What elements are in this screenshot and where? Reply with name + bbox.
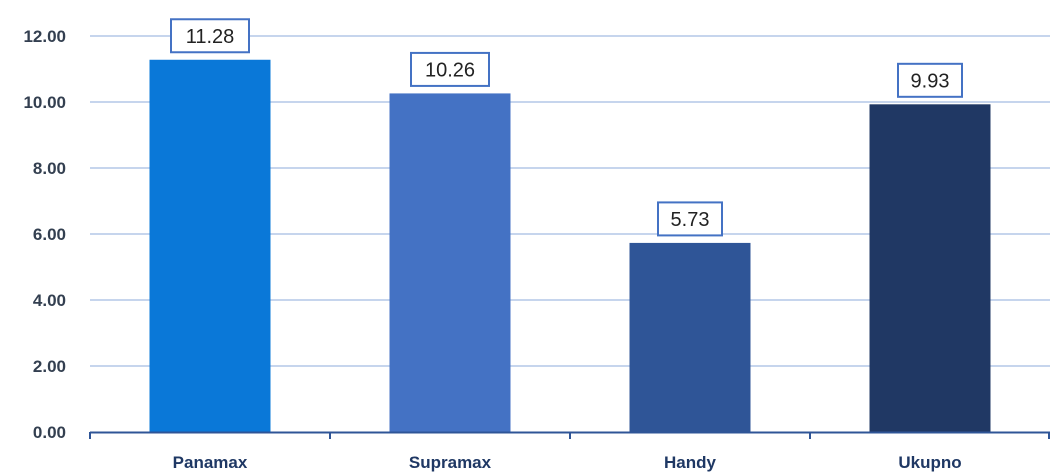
y-tick-label: 8.00 xyxy=(33,159,66,178)
data-label: 10.26 xyxy=(425,59,475,81)
data-labels: 11.28 10.26 5.73 9.93 xyxy=(170,18,963,237)
x-category-label: Handy xyxy=(664,453,717,472)
y-tick-label: 12.00 xyxy=(23,27,66,46)
x-category-label: Supramax xyxy=(409,453,492,472)
data-label-box xyxy=(657,201,723,237)
x-category-label: Ukupno xyxy=(898,453,961,472)
data-label-box xyxy=(170,18,250,54)
bar-handy xyxy=(629,242,751,432)
y-tick-label: 10.00 xyxy=(23,93,66,112)
y-tick-label: 6.00 xyxy=(33,225,66,244)
y-tick-label: 2.00 xyxy=(33,357,66,376)
data-label-box xyxy=(410,51,490,87)
bar-ukupno xyxy=(869,104,991,432)
data-label: 11.28 xyxy=(186,26,235,48)
y-tick-label: 4.00 xyxy=(33,291,66,310)
bar-supramax xyxy=(389,93,511,433)
x-axis: Panamax Supramax Handy Ukupno xyxy=(89,431,1050,472)
bars xyxy=(149,59,991,433)
data-label-box xyxy=(897,62,963,98)
x-category-label: Panamax xyxy=(173,453,248,472)
bar-panamax xyxy=(149,59,271,432)
data-label: 5.73 xyxy=(671,209,710,231)
data-label: 9.93 xyxy=(911,70,950,92)
y-tick-label: 0.00 xyxy=(33,423,66,442)
